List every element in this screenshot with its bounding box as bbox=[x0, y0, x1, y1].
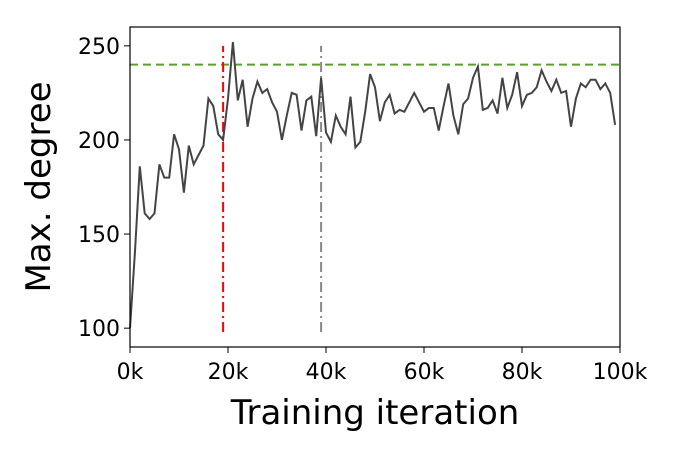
x-tick-label: 80k bbox=[502, 360, 543, 385]
line-series bbox=[129, 41, 617, 329]
x-axis-label: Training iteration bbox=[230, 393, 520, 433]
y-tick-label: 250 bbox=[78, 35, 120, 60]
y-tick-label: 150 bbox=[78, 223, 120, 248]
x-tick-label: 100k bbox=[593, 360, 648, 385]
y-tick-label: 100 bbox=[78, 317, 120, 342]
plot-frame bbox=[129, 26, 621, 348]
x-tick-label: 40k bbox=[306, 360, 347, 385]
x-tick-label: 0k bbox=[117, 360, 144, 385]
x-tick-label: 60k bbox=[404, 360, 445, 385]
x-tick-label: 20k bbox=[208, 360, 249, 385]
y-tick-label: 200 bbox=[78, 129, 120, 154]
y-axis-label: Max. degree bbox=[19, 81, 59, 292]
